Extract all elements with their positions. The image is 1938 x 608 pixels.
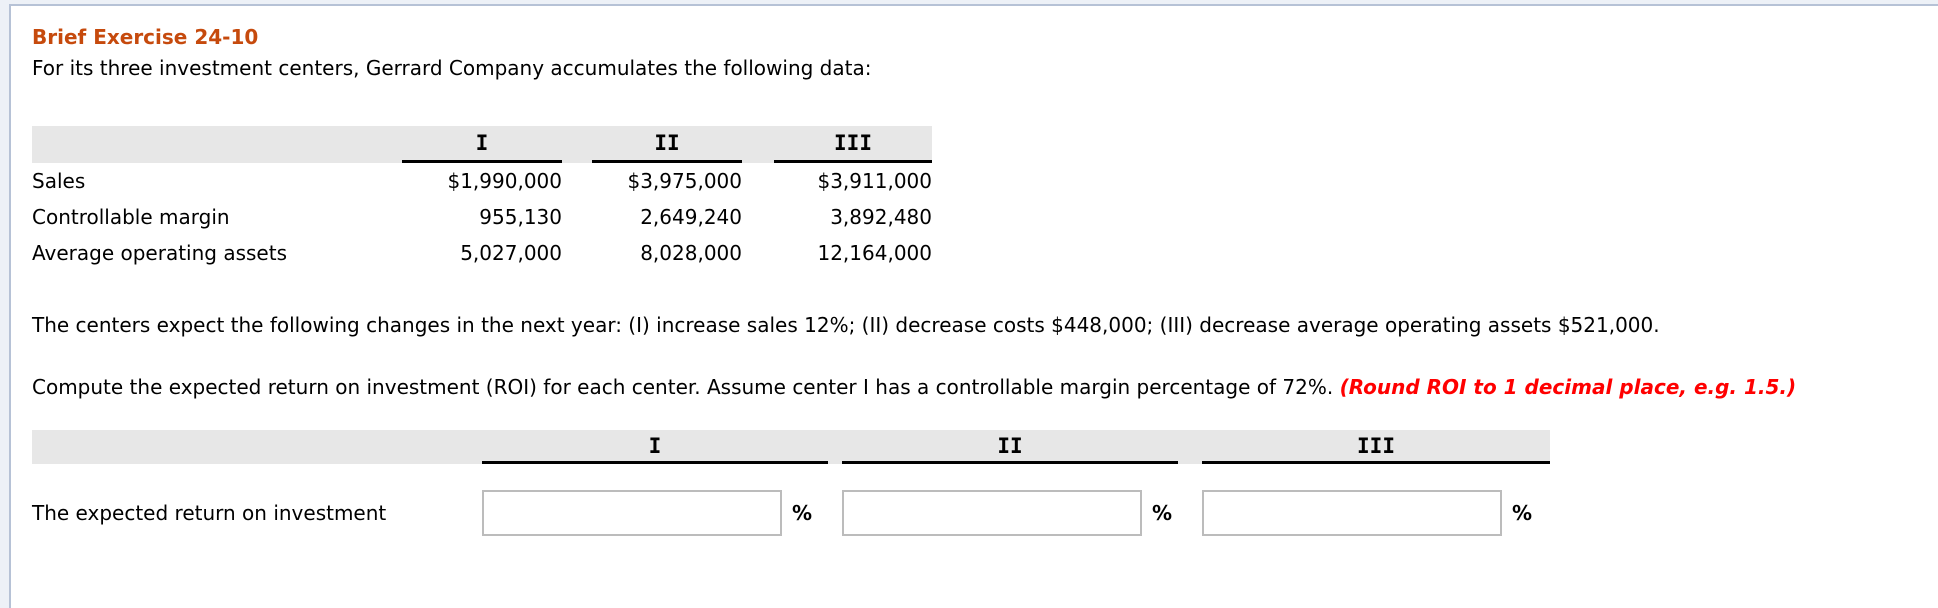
data-table: I II III Sales $1,990,000 $3,975,000 $3,… — [32, 126, 932, 271]
answer-row: The expected return on investment % % % — [32, 490, 1550, 536]
cell-value: 2,649,240 — [640, 205, 742, 229]
percent-sign: % — [1512, 501, 1533, 525]
spacer — [742, 126, 774, 163]
cell-value: 3,892,480 — [830, 205, 932, 229]
answer-cell-i: % — [482, 490, 828, 536]
table-row-average-operating-assets: Average operating assets 5,027,000 8,028… — [32, 235, 932, 271]
answer-column-header-ii: II — [842, 430, 1178, 464]
instruction-plain-text: Compute the expected return on investmen… — [32, 375, 1340, 399]
spacer — [32, 430, 482, 464]
cell-value: 5,027,000 — [460, 241, 562, 265]
answer-table: I II III The expected return on investme… — [32, 430, 1550, 536]
cell-value: 12,164,000 — [817, 241, 932, 265]
cell-value: 955,130 — [479, 205, 562, 229]
spacer — [562, 126, 592, 163]
roi-input-i[interactable] — [482, 490, 782, 536]
row-label: Controllable margin — [32, 205, 230, 229]
cell-value: $3,975,000 — [627, 169, 742, 193]
exercise-title: Brief Exercise 24-10 — [32, 25, 259, 49]
row-label: Sales — [32, 169, 86, 193]
column-header-i: I — [402, 126, 562, 163]
answer-row-label: The expected return on investment — [32, 501, 387, 525]
percent-sign: % — [1152, 501, 1173, 525]
column-header-ii: II — [592, 126, 742, 163]
rounding-note-text: (Round ROI to 1 decimal place, e.g. 1.5.… — [1339, 375, 1797, 399]
exercise-panel: Brief Exercise 24-10 For its three inves… — [9, 4, 1938, 608]
percent-sign: % — [792, 501, 813, 525]
expected-changes-text: The centers expect the following changes… — [32, 313, 1660, 337]
roi-input-iii[interactable] — [1202, 490, 1502, 536]
cell-value: $3,911,000 — [817, 169, 932, 193]
cell-value: $1,990,000 — [447, 169, 562, 193]
table-row-controllable-margin: Controllable margin 955,130 2,649,240 3,… — [32, 199, 932, 235]
answer-column-header-i: I — [482, 430, 828, 464]
column-header-iii: III — [774, 126, 932, 163]
cell-value: 8,028,000 — [640, 241, 742, 265]
table-row-sales: Sales $1,990,000 $3,975,000 $3,911,000 — [32, 163, 932, 199]
spacer — [1178, 430, 1202, 464]
answer-column-header-iii: III — [1202, 430, 1550, 464]
row-label: Average operating assets — [32, 241, 287, 265]
instruction-text: Compute the expected return on investmen… — [32, 373, 1902, 402]
spacer — [828, 430, 842, 464]
spacer — [32, 126, 402, 163]
intro-text: For its three investment centers, Gerrar… — [32, 56, 872, 80]
answer-cell-iii: % — [1202, 490, 1550, 536]
answer-table-header: I II III — [32, 430, 1550, 464]
answer-cell-ii: % — [842, 490, 1178, 536]
roi-input-ii[interactable] — [842, 490, 1142, 536]
data-table-header: I II III — [32, 126, 932, 163]
